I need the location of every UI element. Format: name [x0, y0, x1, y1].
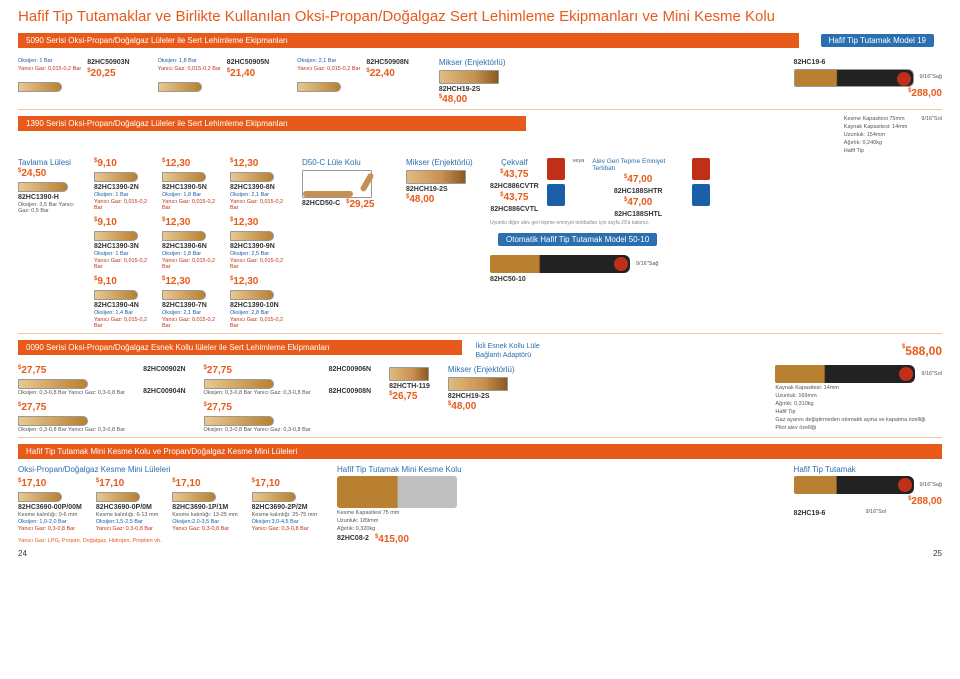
sec3-right-text: 9/16"Sol Kaynak Kapasitesi: 14mm Uzunluk…: [775, 365, 942, 431]
section4-bar: Hafif Tip Tutamak Mini Kesme Kolu ve Pro…: [18, 444, 942, 459]
nozzle-item: Oksijen: 1 Bar Yanıcı Gaz: 0,015-0,2 Bar…: [18, 58, 130, 92]
cut-nozzle-item: $17,1082HC3690-00P/00MKesme kalınlığı: 0…: [18, 478, 82, 532]
d50-item: D50-C Lüle Kolu 82HCD50-C $29,25: [302, 158, 392, 210]
th-item: 82HCTH-119 $26,75: [389, 365, 430, 402]
section2-bar: 1390 Serisi Oksi-Propan/Doğalgaz Lüleler…: [18, 116, 526, 131]
mixer-item: Mikser (Enjektörlü) 82HCH19-2S $48,00: [439, 58, 506, 105]
price-tag: $20,25: [87, 68, 129, 79]
valve-red-icon: [547, 158, 565, 180]
section1-bar: 5090 Serisi Oksi-Propan/Doğalgaz Lüleler…: [18, 33, 799, 48]
nozzle-item: Oksijen: 2,1 BarYanıcı Gaz: 0,015-0,2 Ba…: [297, 58, 409, 92]
page-title: Hafif Tip Tutamaklar ve Birlikte Kullanı…: [18, 8, 942, 25]
handle-item: 82HC19-6 9/16"Sağ $288,00: [794, 58, 942, 99]
valve-blue-icon: [547, 184, 565, 206]
capacity-text: Kesme Kapasitesi 75mm Kaynak Kapasitesi:…: [844, 116, 908, 154]
gas-note: Yanıcı Gaz: LPG, Propan, Doğalgaz, Hidro…: [18, 538, 317, 544]
page-num-right: 25: [933, 549, 942, 558]
cutting-arm: Hafif Tip Tutamak Mini Kesme Kolu Kesme …: [337, 465, 462, 545]
handle-repeat: Hafif Tip Tutamak 9/16"Sağ $288,00 82HC1…: [794, 465, 942, 517]
nozzle-grid: $9,1082HC1390-2NOksijen: 1 BarYanıcı Gaz…: [94, 158, 288, 329]
adapter-label: İkili Esnek Kollu Lüle Bağlantı Adaptörü: [476, 343, 540, 359]
handle-model-pill: Hafif Tip Tutamak Model 19: [813, 33, 942, 48]
flashback-note: Uyumlu diğer alev geri tepme emniyet ter…: [490, 220, 710, 226]
price-big: $588,00: [902, 344, 942, 358]
section3-bar: 0090 Serisi Oksi-Propan/Doğalgaz Esnek K…: [18, 340, 462, 355]
bent-arm-icon: [302, 170, 372, 198]
nozzle-icon: [18, 82, 62, 92]
nozzle-item: Oksijen: 1,8 BarYanıcı Gaz: 0,015-0,2 Ba…: [158, 58, 270, 92]
handle-icon: [794, 69, 914, 87]
mixer-item: Mikser (Enjektörlü) 82HCH19-2S $48,00: [406, 158, 476, 205]
mixer-item: Mikser (Enjektörlü) 82HCH19-2S $48,00: [448, 365, 515, 412]
anneal-item: Tavlama Lülesi $24,50 82HC1390-H Oksijen…: [18, 158, 80, 214]
page-num-left: 24: [18, 549, 27, 558]
